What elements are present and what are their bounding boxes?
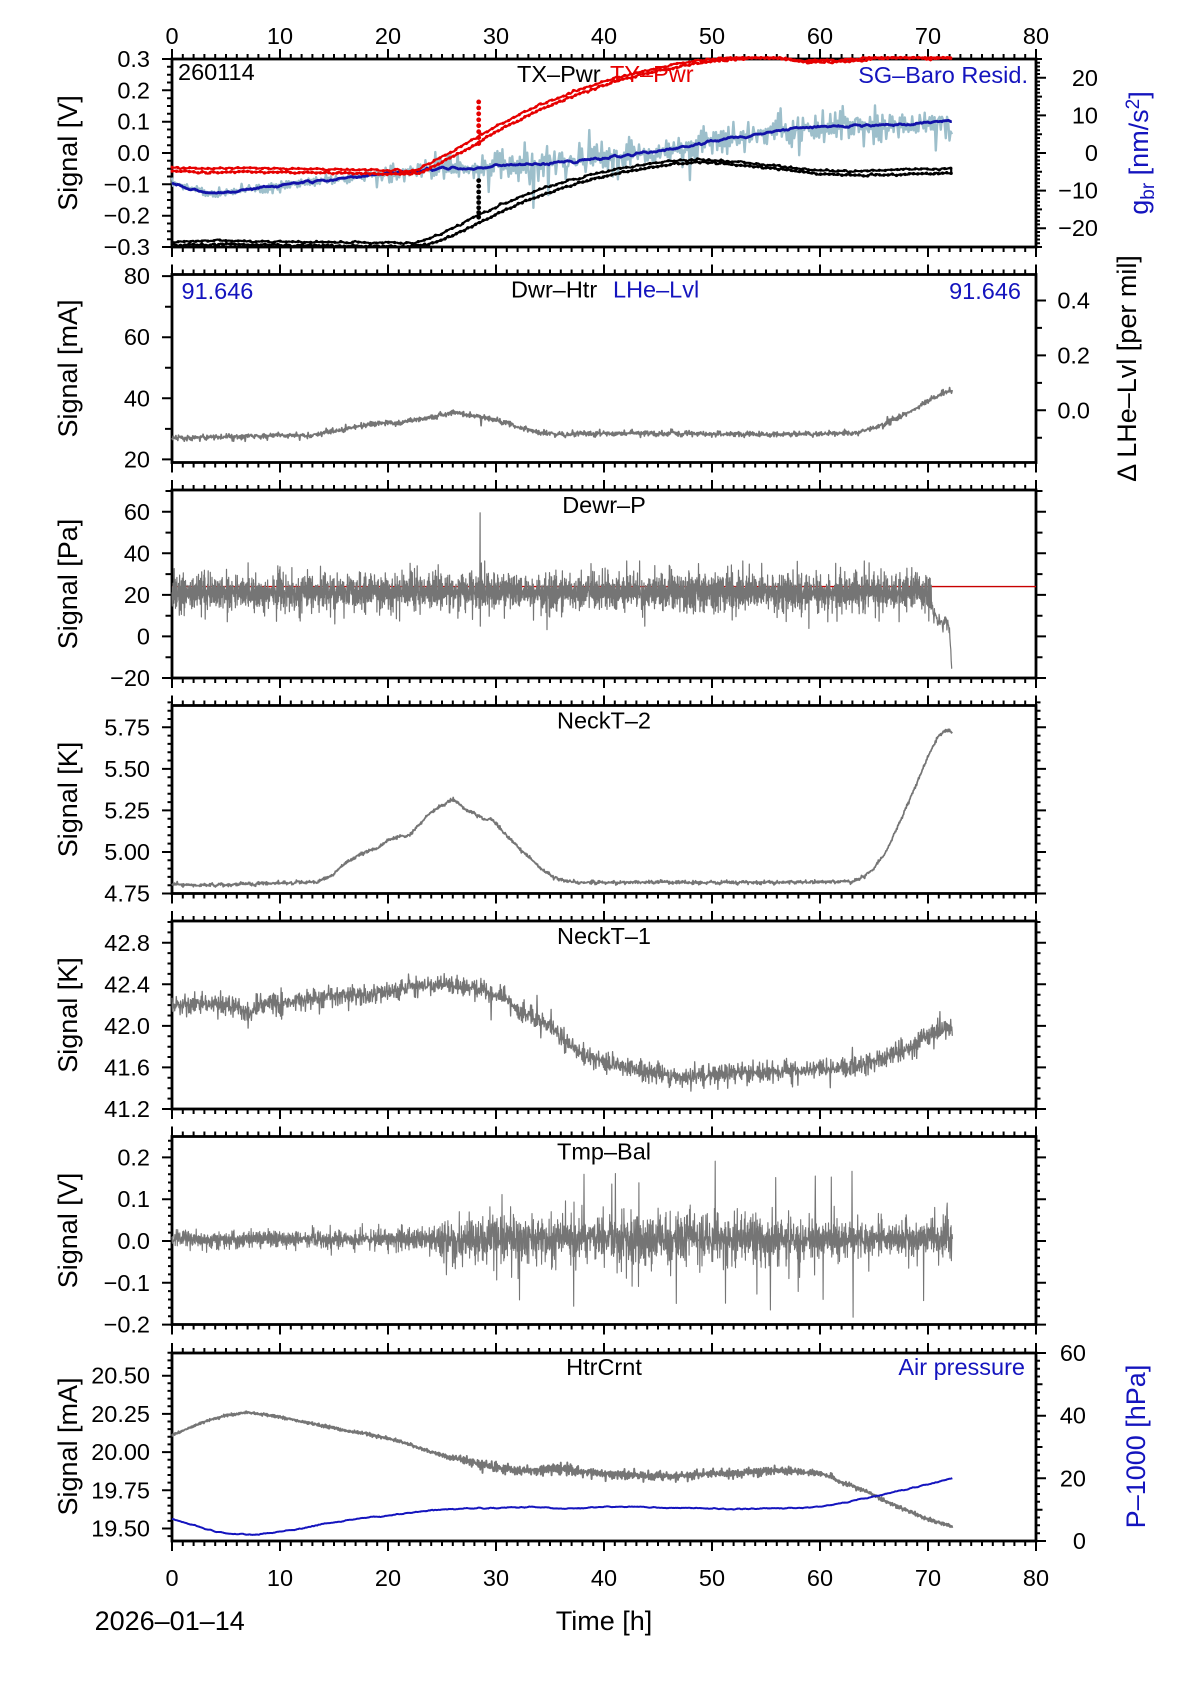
svg-text:Dwr–Htr: Dwr–Htr [511, 277, 597, 303]
svg-text:4.75: 4.75 [104, 881, 150, 907]
svg-text:19.75: 19.75 [91, 1477, 150, 1503]
svg-text:40: 40 [1060, 1403, 1086, 1429]
svg-text:Signal [Pa]: Signal [Pa] [53, 519, 83, 650]
svg-text:91.646: 91.646 [182, 278, 254, 304]
svg-text:NeckT–2: NeckT–2 [557, 708, 651, 734]
svg-text:0.2: 0.2 [1057, 342, 1090, 368]
svg-text:0.3: 0.3 [117, 46, 150, 72]
svg-text:20: 20 [124, 446, 150, 472]
svg-text:40: 40 [591, 1565, 617, 1591]
svg-text:5.00: 5.00 [104, 839, 150, 865]
svg-text:0.0: 0.0 [1057, 397, 1090, 423]
svg-text:50: 50 [699, 23, 725, 49]
svg-text:gbr [nm/s2]: gbr [nm/s2] [1123, 91, 1159, 215]
svg-text:0.2: 0.2 [117, 1144, 150, 1170]
svg-text:0.2: 0.2 [117, 77, 150, 103]
svg-text:Signal [K]: Signal [K] [53, 742, 83, 858]
svg-text:42.8: 42.8 [104, 930, 150, 956]
svg-text:91.646: 91.646 [949, 278, 1021, 304]
svg-text:P–1000 [hPa]: P–1000 [hPa] [1121, 1365, 1151, 1529]
svg-text:−0.1: −0.1 [104, 171, 150, 197]
svg-text:0.0: 0.0 [117, 140, 150, 166]
svg-text:260114: 260114 [178, 59, 255, 85]
svg-text:0.1: 0.1 [117, 109, 150, 135]
svg-text:10: 10 [1072, 102, 1098, 128]
svg-text:Time [h]: Time [h] [556, 1606, 653, 1636]
svg-text:20: 20 [375, 1565, 401, 1591]
svg-text:Signal [mA]: Signal [mA] [53, 1377, 83, 1515]
svg-text:0: 0 [165, 23, 178, 49]
svg-text:−20: −20 [110, 665, 150, 691]
svg-text:80: 80 [1023, 1565, 1049, 1591]
svg-text:19.50: 19.50 [91, 1516, 150, 1542]
svg-text:5.25: 5.25 [104, 797, 150, 823]
svg-text:TY–Pwr: TY–Pwr [610, 61, 694, 87]
svg-text:SG–Baro Resid.: SG–Baro Resid. [858, 62, 1028, 88]
svg-text:40: 40 [591, 23, 617, 49]
svg-text:60: 60 [807, 1565, 833, 1591]
svg-text:LHe–Lvl: LHe–Lvl [613, 277, 699, 303]
svg-text:0: 0 [1073, 1528, 1086, 1554]
svg-text:−20: −20 [1058, 215, 1098, 241]
svg-text:42.4: 42.4 [104, 971, 150, 997]
svg-text:41.2: 41.2 [104, 1096, 150, 1122]
svg-text:HtrCrnt: HtrCrnt [566, 1354, 642, 1380]
svg-text:Signal [V]: Signal [V] [53, 95, 83, 211]
svg-text:60: 60 [124, 324, 150, 350]
svg-text:70: 70 [915, 23, 941, 49]
svg-text:70: 70 [915, 1565, 941, 1591]
svg-text:42.0: 42.0 [104, 1013, 150, 1039]
svg-text:TX–Pwr: TX–Pwr [517, 61, 601, 87]
svg-text:30: 30 [483, 23, 509, 49]
svg-text:2026–01–14: 2026–01–14 [95, 1606, 245, 1636]
svg-text:Signal [V]: Signal [V] [53, 1173, 83, 1289]
svg-text:−0.3: −0.3 [104, 234, 150, 260]
svg-text:20: 20 [124, 582, 150, 608]
svg-text:−0.2: −0.2 [104, 203, 150, 229]
svg-text:60: 60 [1060, 1340, 1086, 1366]
svg-text:Signal [mA]: Signal [mA] [53, 299, 83, 437]
svg-text:40: 40 [124, 540, 150, 566]
svg-text:0: 0 [1085, 140, 1098, 166]
svg-text:5.75: 5.75 [104, 714, 150, 740]
svg-text:Tmp–Bal: Tmp–Bal [557, 1139, 651, 1165]
svg-text:20.25: 20.25 [91, 1401, 150, 1427]
svg-text:−0.1: −0.1 [104, 1270, 150, 1296]
svg-text:NeckT–1: NeckT–1 [557, 923, 651, 949]
svg-text:60: 60 [124, 499, 150, 525]
svg-text:80: 80 [124, 263, 150, 289]
svg-text:20.00: 20.00 [91, 1439, 150, 1465]
svg-text:60: 60 [807, 23, 833, 49]
svg-text:40: 40 [124, 385, 150, 411]
svg-text:0.0: 0.0 [117, 1228, 150, 1254]
svg-text:80: 80 [1023, 23, 1049, 49]
svg-text:5.50: 5.50 [104, 756, 150, 782]
svg-text:Air pressure: Air pressure [898, 1354, 1025, 1380]
svg-text:0: 0 [165, 1565, 178, 1591]
svg-text:−10: −10 [1058, 178, 1098, 204]
svg-text:Signal [K]: Signal [K] [53, 957, 83, 1073]
svg-text:50: 50 [699, 1565, 725, 1591]
svg-text:−0.2: −0.2 [104, 1312, 150, 1338]
svg-text:10: 10 [267, 23, 293, 49]
svg-text:0.1: 0.1 [117, 1186, 150, 1212]
svg-text:20: 20 [1060, 1465, 1086, 1491]
svg-text:0.4: 0.4 [1057, 288, 1090, 314]
svg-text:41.6: 41.6 [104, 1054, 150, 1080]
svg-text:Δ LHe–Lvl [per mil]: Δ LHe–Lvl [per mil] [1112, 255, 1142, 482]
svg-text:0: 0 [137, 623, 150, 649]
svg-text:Dewr–P: Dewr–P [562, 492, 646, 518]
svg-text:30: 30 [483, 1565, 509, 1591]
svg-text:20: 20 [1072, 65, 1098, 91]
svg-text:20: 20 [375, 23, 401, 49]
svg-text:20.50: 20.50 [91, 1363, 150, 1389]
svg-text:10: 10 [267, 1565, 293, 1591]
